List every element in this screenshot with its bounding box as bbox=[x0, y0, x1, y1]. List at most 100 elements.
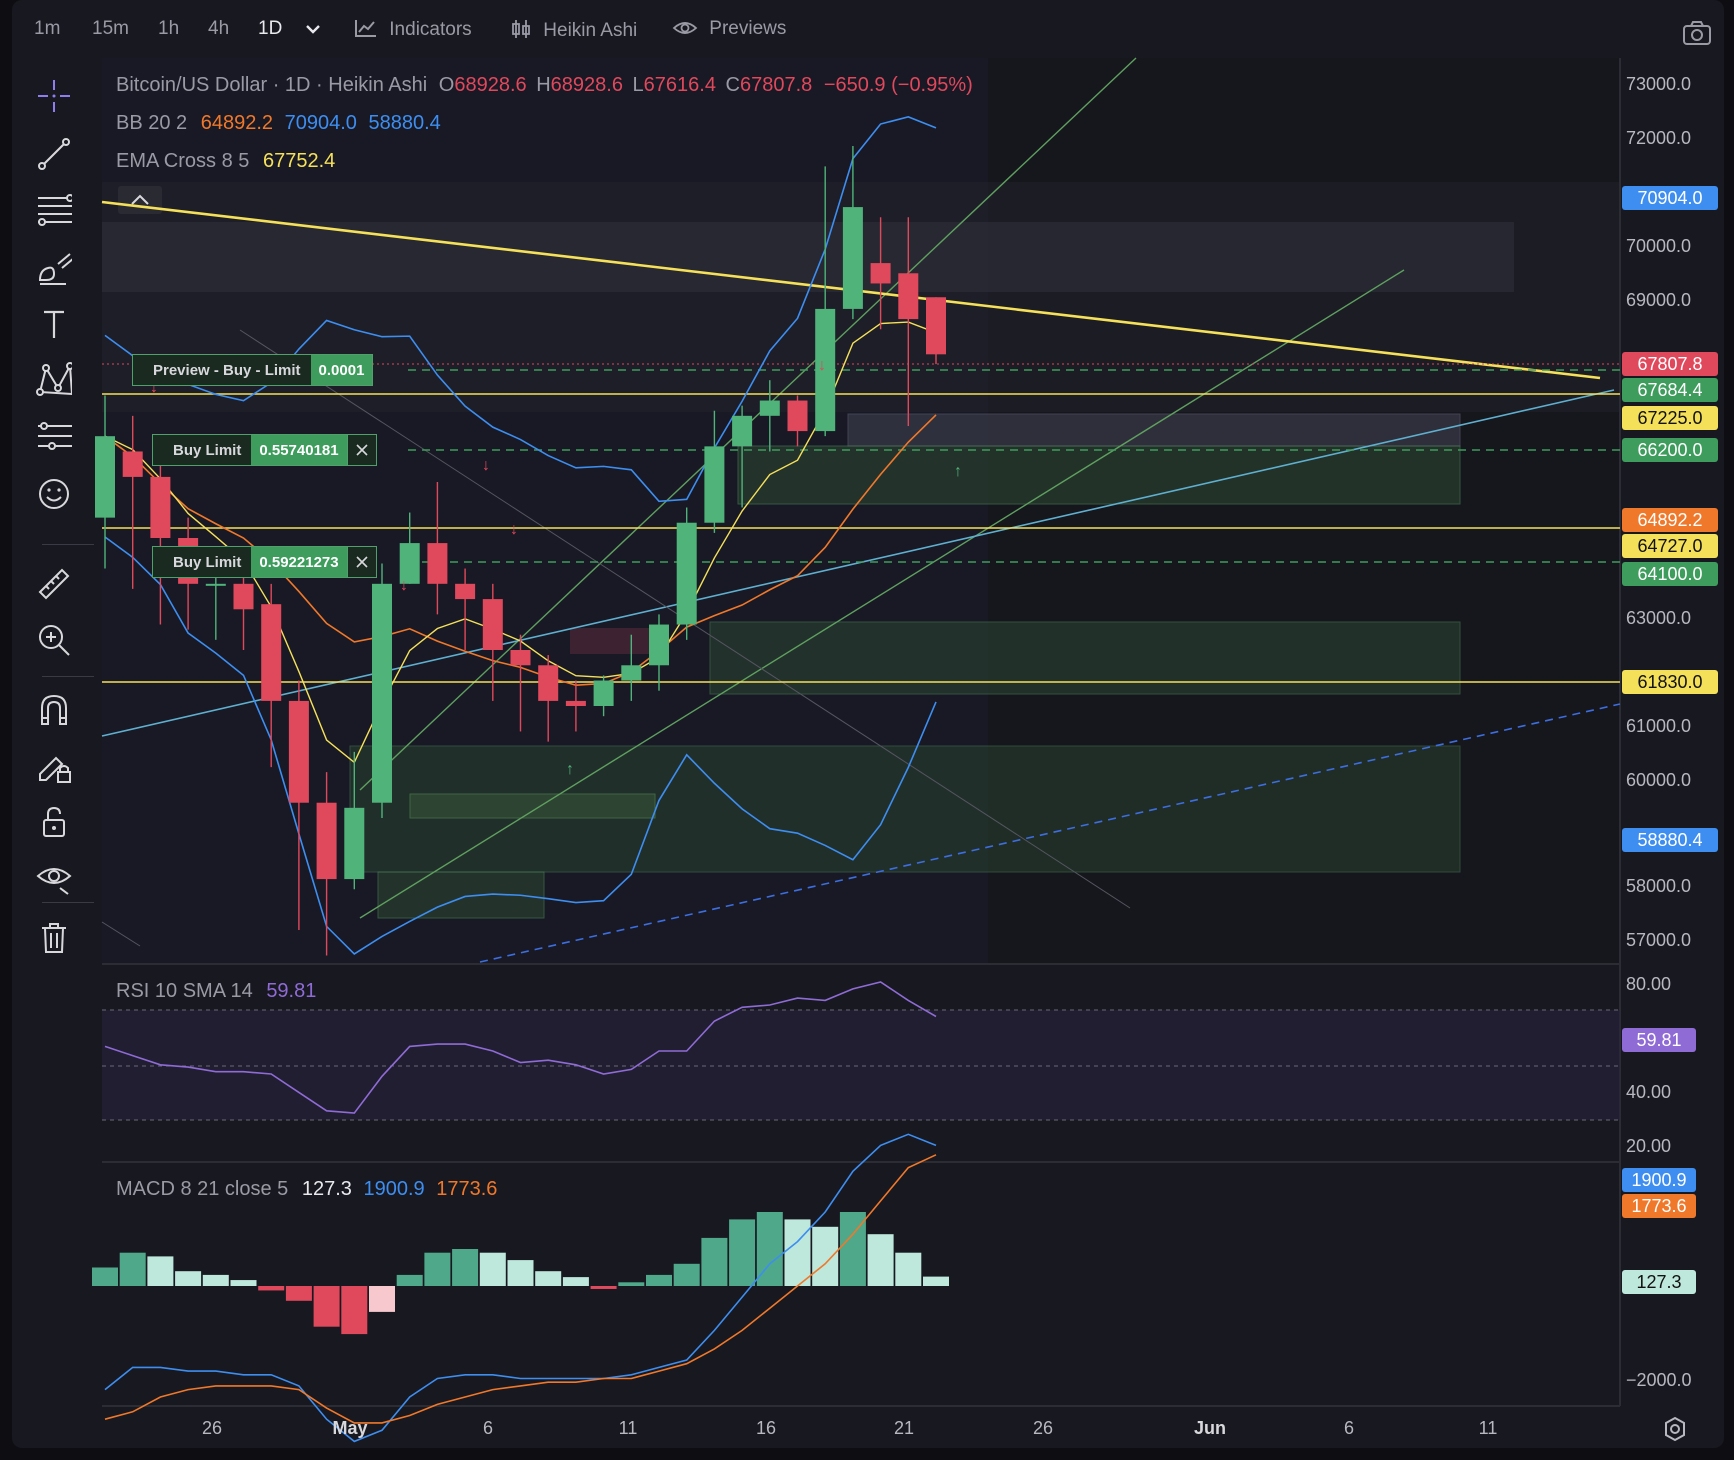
pattern-tool[interactable] bbox=[36, 362, 72, 398]
timeframe-1m[interactable]: 1m bbox=[34, 18, 61, 39]
macd-name: MACD 8 21 close 5 bbox=[116, 1178, 289, 1200]
eye-icon bbox=[672, 22, 698, 34]
brush-tool[interactable] bbox=[36, 250, 72, 286]
chart-type-label: Heikin Ashi bbox=[543, 20, 638, 41]
emoji-tool[interactable] bbox=[36, 476, 72, 512]
candle-body bbox=[399, 543, 420, 584]
close-icon bbox=[356, 556, 368, 568]
macd-histogram-bar bbox=[424, 1252, 451, 1286]
crosshair-icon bbox=[38, 80, 70, 112]
unlock-tool[interactable] bbox=[36, 804, 72, 840]
macd-signal-line bbox=[104, 1154, 937, 1424]
pattern-icon bbox=[36, 362, 72, 396]
price-axis-label: 60000.0 bbox=[1626, 770, 1692, 790]
previews-button[interactable]: Previews bbox=[672, 18, 786, 40]
macd-histogram-bar bbox=[202, 1274, 229, 1286]
chart-type-button[interactable]: Heikin Ashi bbox=[510, 18, 637, 42]
macd-line bbox=[104, 1133, 937, 1443]
order-qty: 0.55740181 bbox=[251, 435, 347, 465]
bb-legend[interactable]: BB 20 2 64892.2 70904.0 58880.4 bbox=[116, 112, 441, 135]
candle-body bbox=[261, 604, 282, 701]
timeframe-dropdown[interactable] bbox=[304, 20, 322, 42]
delete-tool[interactable] bbox=[36, 920, 72, 956]
candle-body bbox=[150, 476, 171, 538]
price-axis-label: 58000.0 bbox=[1626, 876, 1692, 896]
macd-histogram-bar bbox=[396, 1274, 423, 1286]
candle-body bbox=[372, 583, 392, 803]
macd-histogram-bar bbox=[369, 1286, 395, 1312]
bb-upper: 70904.0 bbox=[284, 112, 357, 134]
macd-histogram-bar bbox=[535, 1271, 562, 1286]
time-axis-label: 16 bbox=[755, 1418, 777, 1438]
macd-histogram-bar bbox=[285, 1286, 312, 1301]
candle-body bbox=[649, 624, 669, 666]
svg-text:↑: ↑ bbox=[954, 463, 962, 480]
macd-histogram-bar bbox=[729, 1219, 756, 1286]
svg-text:↓: ↓ bbox=[818, 357, 826, 374]
price-axis-label: 69000.0 bbox=[1626, 290, 1692, 310]
fib-tool[interactable] bbox=[36, 192, 72, 228]
cancel-order-button[interactable] bbox=[346, 547, 376, 577]
zoom-tool[interactable] bbox=[36, 622, 72, 658]
price-change: −650.9 (−0.95%) bbox=[823, 74, 973, 96]
price-axis-label: 70000.0 bbox=[1626, 236, 1692, 256]
cancel-order-button[interactable] bbox=[346, 435, 376, 465]
time-axis-label: 11 bbox=[618, 1418, 638, 1438]
macd-legend[interactable]: MACD 8 21 close 5 127.3 1900.9 1773.6 bbox=[116, 1178, 497, 1201]
macd-histogram-bar bbox=[92, 1267, 118, 1286]
macd-histogram-bar bbox=[673, 1263, 700, 1286]
visibility-tool[interactable] bbox=[36, 860, 72, 896]
trendline-tool[interactable] bbox=[36, 136, 72, 172]
magnet-tool[interactable] bbox=[36, 692, 72, 728]
rsi-axis-label: 40.00 bbox=[1626, 1082, 1672, 1102]
lock-drawing-icon bbox=[39, 756, 71, 783]
text-icon bbox=[44, 310, 64, 338]
bb-lower-tag: 58880.4 bbox=[1622, 828, 1718, 852]
screenshot-button[interactable] bbox=[1682, 20, 1712, 52]
forecast-tool[interactable] bbox=[36, 418, 72, 454]
macd-line-tag: 1900.9 bbox=[1622, 1168, 1696, 1192]
top-toolbar: 1m 15m 1h 4h 1D Indicators Heikin Ashi P… bbox=[12, 0, 1724, 66]
macd-histogram-bar bbox=[258, 1286, 285, 1291]
ema-legend[interactable]: EMA Cross 8 5 67752.4 bbox=[116, 150, 335, 173]
bb-upper-line bbox=[104, 116, 937, 503]
timeframe-4h[interactable]: 4h bbox=[208, 18, 230, 39]
candle-body bbox=[288, 700, 309, 803]
candle-body bbox=[926, 297, 946, 355]
crosshair-tool[interactable] bbox=[36, 78, 72, 114]
price-axis-label: 61000.0 bbox=[1626, 716, 1692, 736]
rsi-legend[interactable]: RSI 10 SMA 14 59.81 bbox=[116, 980, 316, 1003]
candles[interactable] bbox=[95, 146, 946, 956]
toolbar-divider bbox=[42, 676, 94, 677]
order-label: Buy Limit bbox=[173, 441, 242, 459]
timeframe-1d[interactable]: 1D bbox=[258, 18, 283, 39]
macd-histogram-bar bbox=[175, 1271, 202, 1286]
buy-limit-order-1[interactable]: Buy Limit 0.55740181 bbox=[152, 434, 377, 466]
text-tool[interactable] bbox=[36, 306, 72, 342]
ruler-tool[interactable] bbox=[36, 566, 72, 602]
candle-body bbox=[455, 583, 476, 600]
rsi-value-tag: 59.81 bbox=[1622, 1028, 1696, 1052]
timeframe-1h[interactable]: 1h bbox=[158, 18, 180, 39]
bb-upper-tag: 70904.0 bbox=[1622, 186, 1718, 210]
preview-order-label[interactable]: Preview - Buy - Limit 0.0001 bbox=[132, 354, 374, 386]
time-axis-label: 6 bbox=[482, 1418, 494, 1438]
symbol-legend: Bitcoin/US Dollar · 1D · Heikin Ashi O68… bbox=[116, 74, 973, 97]
symbol-title[interactable]: Bitcoin/US Dollar · 1D · Heikin Ashi bbox=[116, 74, 428, 96]
price-axis-label: 57000.0 bbox=[1626, 930, 1692, 950]
macd-panel bbox=[92, 1133, 949, 1443]
bb-lower-line bbox=[104, 536, 937, 955]
macd-histogram-bar bbox=[341, 1286, 368, 1335]
indicators-button[interactable]: Indicators bbox=[354, 18, 472, 41]
chart-settings-button[interactable] bbox=[1662, 1416, 1688, 1447]
candle-body bbox=[732, 415, 753, 447]
camera-icon bbox=[1683, 21, 1711, 45]
bb-name: BB 20 2 bbox=[116, 112, 188, 134]
macd-histogram-bar bbox=[479, 1252, 506, 1286]
buy-limit-order-2[interactable]: Buy Limit 0.59221273 bbox=[152, 546, 377, 578]
macd-histogram-bar bbox=[590, 1286, 617, 1289]
lock-drawing-tool[interactable] bbox=[36, 748, 72, 784]
timeframe-15m[interactable]: 15m bbox=[92, 18, 129, 39]
magnet-icon bbox=[41, 694, 67, 725]
